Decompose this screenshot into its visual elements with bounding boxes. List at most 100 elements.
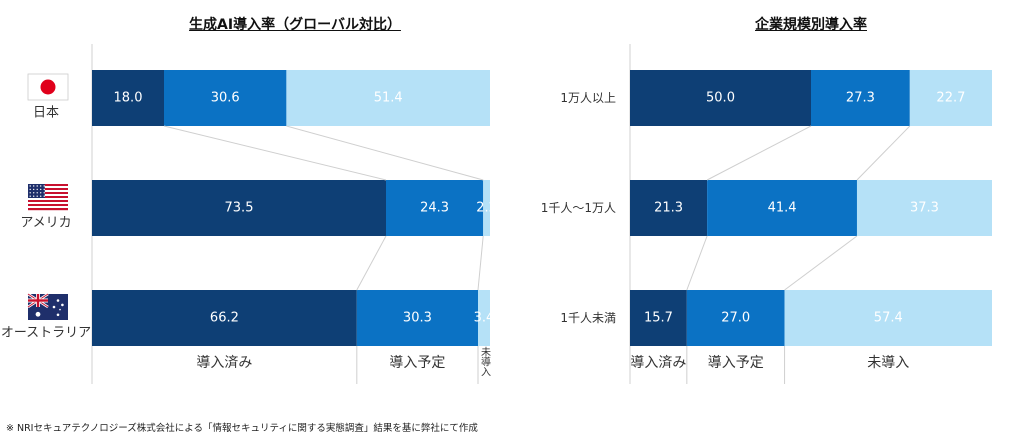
australia-flag-star — [59, 308, 61, 311]
category-label: アメリカ — [20, 216, 71, 231]
usa-flag-star — [43, 188, 45, 191]
series-name: 導入予定 — [389, 355, 445, 371]
australia-flag-cross-red — [28, 299, 48, 302]
usa-flag-star — [36, 188, 38, 191]
bar-segment — [478, 290, 490, 346]
data-label: 50.0 — [706, 91, 735, 106]
data-label: 27.0 — [721, 311, 750, 326]
series-name: 導入済み — [196, 355, 252, 371]
data-label: 22.7 — [936, 91, 965, 106]
japan-flag-disc — [40, 79, 56, 95]
bar-segment — [686, 290, 785, 346]
usa-flag-star — [29, 195, 31, 197]
usa-flag-stripe — [28, 190, 68, 193]
usa-flag-stripe — [28, 206, 68, 209]
bar-segment — [784, 290, 992, 346]
data-label: 15.7 — [644, 311, 673, 326]
bar-segment — [630, 70, 811, 126]
usa-flag-star — [36, 185, 38, 187]
category-label: 1千人未満 — [560, 311, 616, 325]
data-label: 30.6 — [211, 91, 240, 106]
category-label: 1万人以上 — [560, 91, 616, 105]
bar-segment — [356, 290, 478, 346]
connector-line — [686, 235, 708, 291]
data-label: 30.3 — [403, 311, 432, 326]
category-label: 日本 — [33, 106, 59, 121]
series-name: 導入予定 — [708, 355, 764, 371]
bar-segment — [92, 180, 386, 236]
connector-line — [856, 125, 911, 181]
bar-segment — [630, 290, 687, 346]
bar-segment — [856, 180, 992, 236]
series-name: 導入済み — [630, 355, 686, 371]
left-chart-title: 生成AI導入率（グローバル対比） — [189, 17, 401, 33]
series-name-char: 未 — [481, 347, 491, 359]
company-size-chart: 50.0 27.3 22.7 1万人以上 21.3 41.4 37.3 1千人～1万人 15.7… — [541, 44, 992, 384]
usa-flag-stripe — [28, 184, 68, 187]
series-name: 未導入 — [867, 355, 909, 371]
usa-flag-stripe — [28, 192, 68, 195]
usa-flag-star — [33, 195, 35, 197]
bar-segment — [483, 180, 490, 236]
connector-line — [163, 125, 387, 181]
usa-flag-stripe — [28, 196, 68, 199]
data-label: 3.4 — [474, 311, 495, 326]
usa-flag-star — [40, 185, 42, 187]
category-label: オーストラリア — [1, 326, 91, 341]
usa-flag-stripe — [28, 204, 68, 207]
data-label: 18.0 — [114, 91, 143, 106]
usa-flag-star — [29, 188, 31, 191]
data-label: 41.4 — [768, 201, 797, 216]
usa-flag-stripe — [28, 202, 68, 205]
usa-flag-star — [29, 192, 31, 194]
bar-segment — [386, 180, 484, 236]
bar-segment — [92, 290, 357, 346]
data-label: 73.5 — [225, 201, 254, 216]
usa-flag-stripe — [28, 186, 68, 189]
australia-flag-star — [56, 313, 60, 317]
bar-segment — [707, 180, 857, 236]
usa-flag-star — [43, 195, 45, 197]
right-chart-title: 企業規模別導入率 — [755, 17, 867, 33]
usa-flag-star — [40, 188, 42, 191]
series-name-char: 入 — [481, 368, 491, 379]
usa-flag-star — [43, 185, 45, 187]
data-label: 37.3 — [910, 201, 939, 216]
bar-segment — [811, 70, 910, 126]
australia-flag-star — [35, 311, 41, 317]
connector-line — [706, 125, 812, 181]
bar-segment — [92, 70, 164, 126]
footnote: ※ NRIセキュアテクノロジーズ株式会社による「情報セキュリティに関する実態調査… — [6, 423, 478, 434]
connector-line — [286, 125, 484, 181]
data-label: 66.2 — [210, 311, 239, 326]
usa-flag-star — [40, 195, 42, 197]
category-label: 1千人～1万人 — [541, 201, 616, 215]
usa-flag-star — [33, 185, 35, 187]
data-label: 51.4 — [374, 91, 403, 106]
usa-flag-canton — [28, 184, 45, 198]
usa-flag-star — [40, 192, 42, 194]
series-name-char: 導 — [481, 356, 491, 369]
data-label: 2.2 — [476, 201, 497, 216]
usa-flag-stripe — [28, 194, 68, 197]
data-label: 27.3 — [846, 91, 875, 106]
usa-flag-stripe — [28, 208, 68, 211]
data-label: 21.3 — [654, 201, 683, 216]
bar-segment — [909, 70, 992, 126]
usa-flag-stripe — [28, 200, 68, 203]
bar-segment — [286, 70, 490, 126]
usa-flag-star — [33, 192, 35, 194]
data-label: 57.4 — [874, 311, 903, 326]
connector-line — [356, 235, 387, 291]
australia-flag-star — [56, 299, 60, 302]
connector-line — [784, 235, 858, 291]
usa-flag-star — [36, 195, 38, 197]
data-label: 24.3 — [420, 201, 449, 216]
usa-flag-star — [36, 192, 38, 194]
usa-flag-star — [43, 192, 45, 194]
australia-flag-star — [52, 305, 56, 309]
usa-flag-stripe — [28, 198, 68, 201]
connector-line — [477, 235, 484, 291]
usa-flag-star — [33, 188, 35, 191]
